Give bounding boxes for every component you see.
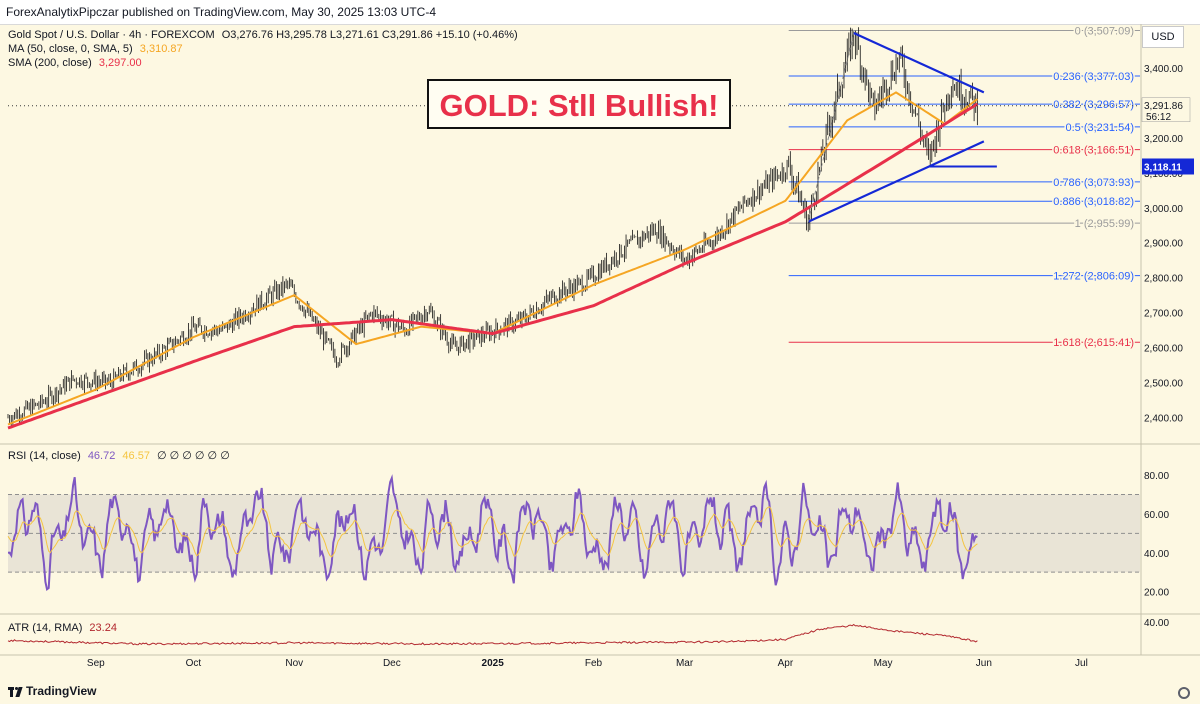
support-price-tag bbox=[1142, 158, 1194, 175]
rsi-tick-label: 40.00 bbox=[1144, 549, 1169, 560]
fib-level-label: 0.786 (3,073.93) bbox=[1053, 177, 1134, 189]
legend-atr-row[interactable]: ATR (14, RMA) 23.24 bbox=[8, 622, 117, 634]
price-axis: 2,400.00 2,500.00 2,600.00 2,700.00 2,800.00… bbox=[1141, 64, 1194, 425]
rsi-ma-line bbox=[7, 506, 978, 558]
last-price-tag bbox=[1141, 97, 1191, 123]
time-tick-label: May bbox=[874, 658, 893, 669]
legend-atr-value: 23.24 bbox=[89, 622, 117, 634]
fib-level-label: 0.382 (3,296.57) bbox=[1053, 99, 1134, 111]
time-tick-label: Sep bbox=[87, 658, 105, 669]
legend-ohlc: O3,276.76 H3,295.78 L3,271.61 C3,291.86 … bbox=[221, 29, 518, 41]
time-tick-label: Mar bbox=[676, 658, 694, 669]
fib-level-label: 0.5 (3,231.54) bbox=[1066, 122, 1135, 134]
legend-rsi-row[interactable]: RSI (14, close) 46.72 46.57 ∅ ∅ ∅ ∅ ∅ ∅ bbox=[8, 449, 230, 462]
last-price-label: 3,291.86 bbox=[1144, 101, 1183, 112]
price-tick-label: 2,700.00 bbox=[1144, 309, 1183, 320]
price-tick-label: 3,400.00 bbox=[1144, 64, 1183, 75]
atr-line bbox=[7, 623, 978, 646]
rsi-pane: 20.00 40.00 60.00 80.00 bbox=[7, 471, 1169, 599]
legend-ma50-label: MA (50, close, 0, SMA, 5) bbox=[8, 43, 133, 55]
fib-level-label: 1 (2,955.99) bbox=[1075, 218, 1134, 230]
rsi-line bbox=[7, 474, 978, 592]
atr-tick-label: 40.00 bbox=[1144, 618, 1169, 629]
price-tick-label: 2,800.00 bbox=[1144, 274, 1183, 285]
rsi-tick-label: 60.00 bbox=[1144, 510, 1169, 521]
atr-pane: 40.00 bbox=[7, 618, 1169, 646]
fib-level-label: 1.272 (2,806.09) bbox=[1053, 271, 1134, 283]
currency-button[interactable]: USD bbox=[1142, 26, 1184, 48]
price-tick-label: 2,500.00 bbox=[1144, 379, 1183, 390]
tradingview-brand[interactable]: TradingView bbox=[8, 684, 96, 698]
time-tick-label: Jun bbox=[976, 658, 992, 669]
annotation-callout[interactable]: GOLD: Stll Bullish! bbox=[427, 79, 731, 129]
price-tick-label: 2,600.00 bbox=[1144, 344, 1183, 355]
legend-sma200-row[interactable]: SMA (200, close) 3,297.00 bbox=[8, 57, 142, 69]
trendline-upper bbox=[853, 31, 985, 94]
callout-text: GOLD: Stll Bullish! bbox=[439, 88, 719, 123]
fib-level-label: 0.886 (3,018.82) bbox=[1053, 196, 1134, 208]
legend-rsi-label: RSI (14, close) bbox=[8, 450, 81, 462]
legend-sma200-value: 3,297.00 bbox=[98, 57, 142, 69]
price-tick-label: 3,200.00 bbox=[1144, 134, 1183, 145]
fib-level-label: 1.618 (2,615.41) bbox=[1053, 337, 1134, 349]
price-tick-label: 3,000.00 bbox=[1144, 204, 1183, 215]
legend-ma50-row[interactable]: MA (50, close, 0, SMA, 5) 3,310.87 bbox=[8, 43, 183, 55]
time-tick-label: 2025 bbox=[482, 658, 505, 669]
fib-level-label: 0.618 (3,166.51) bbox=[1053, 145, 1134, 157]
publisher-bar: ForexAnalytixPipczar published on Tradin… bbox=[0, 0, 1200, 25]
candles bbox=[7, 27, 978, 427]
bar-countdown-label: 56:12 bbox=[1146, 112, 1171, 123]
legend-symbol: Gold Spot / U.S. Dollar · 4h · FOREXCOM bbox=[8, 29, 215, 41]
trendline-lower bbox=[807, 140, 985, 223]
rsi-tick-label: 80.00 bbox=[1144, 471, 1169, 482]
time-tick-label: Apr bbox=[778, 658, 794, 669]
fibonacci-levels: 0 (3,507.09) 0.236 (3,377.03) 0.382 (3,296… bbox=[788, 24, 1140, 351]
price-tick-label: 2,900.00 bbox=[1144, 239, 1183, 250]
publisher-text: ForexAnalytixPipczar published on Tradin… bbox=[6, 5, 437, 19]
legend-rsi-extra: ∅ ∅ ∅ ∅ ∅ ∅ bbox=[157, 450, 230, 462]
legend-ma50-value: 3,310.87 bbox=[139, 43, 183, 55]
trendline-left-edge bbox=[807, 32, 855, 222]
price-tick-label: 2,400.00 bbox=[1144, 414, 1183, 425]
legend-rsi-value: 46.72 bbox=[87, 450, 116, 462]
time-tick-label: Oct bbox=[186, 658, 202, 669]
time-tick-label: Dec bbox=[383, 658, 401, 669]
brand-name: TradingView bbox=[26, 684, 97, 698]
fib-level-label: 0.236 (3,377.03) bbox=[1053, 71, 1134, 83]
tradingview-logo-icon bbox=[8, 686, 23, 697]
settings-gear-icon[interactable] bbox=[1178, 687, 1190, 699]
legend-symbol-row: Gold Spot / U.S. Dollar · 4h · FOREXCOM … bbox=[8, 29, 518, 41]
time-tick-label: Jul bbox=[1075, 658, 1088, 669]
legend-rsi-ma-value: 46.57 bbox=[122, 450, 150, 462]
support-price-label: 3,118.11 bbox=[1144, 162, 1182, 173]
fib-level-label: 0 (3,507.09) bbox=[1075, 26, 1134, 38]
legend-atr-label: ATR (14, RMA) bbox=[8, 622, 83, 634]
time-tick-label: Nov bbox=[285, 658, 303, 669]
legend-sma200-label: SMA (200, close) bbox=[8, 57, 92, 69]
time-axis: Sep Oct Nov Dec 2025 Feb Mar Apr May Jun Jul bbox=[87, 658, 1088, 669]
time-tick-label: Feb bbox=[585, 658, 603, 669]
sma200-line bbox=[7, 102, 979, 430]
rsi-tick-label: 20.00 bbox=[1144, 588, 1169, 599]
